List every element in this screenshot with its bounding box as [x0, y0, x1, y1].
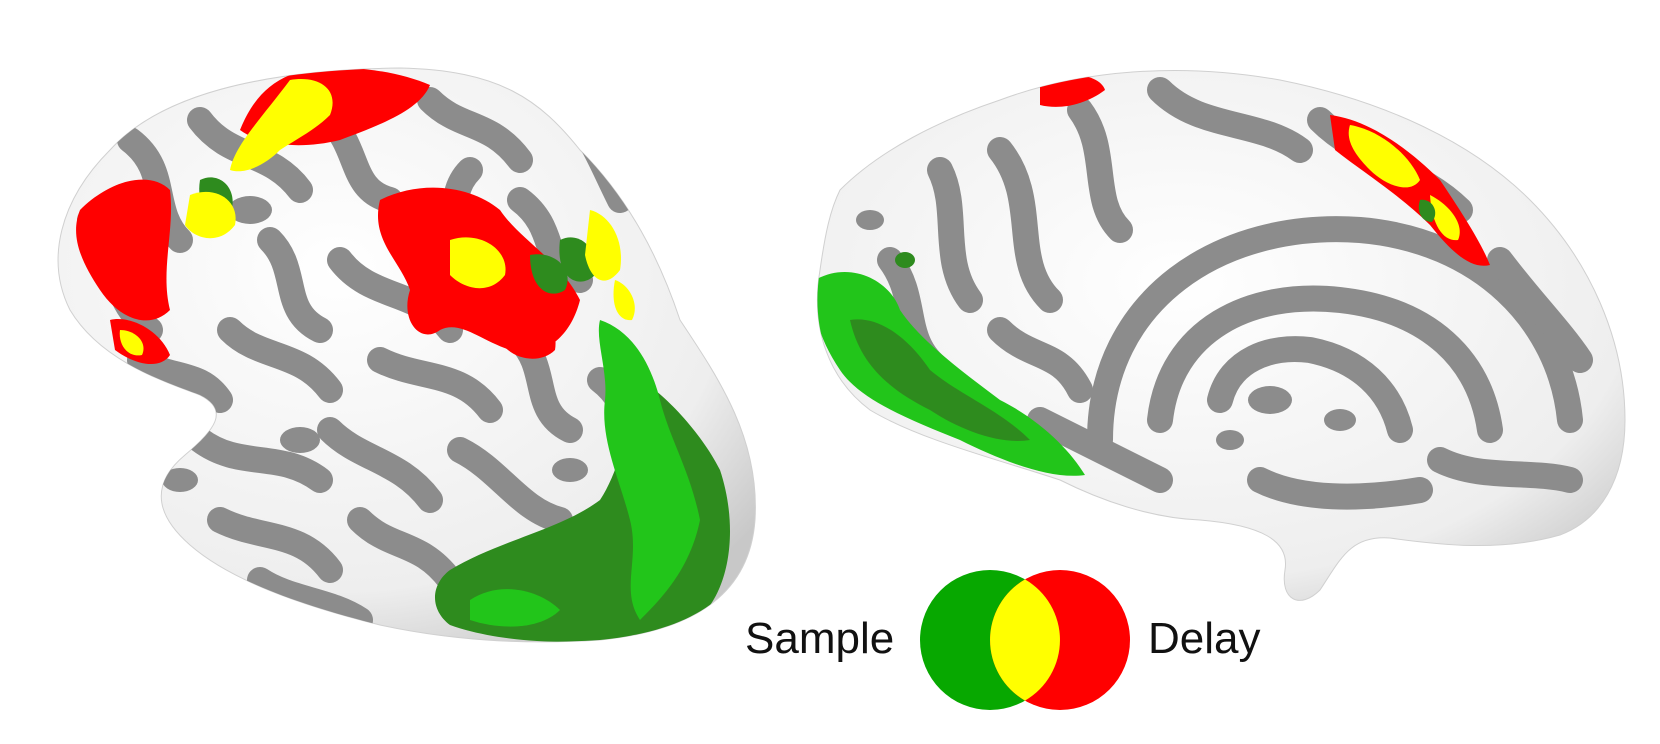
legend-venn: [920, 570, 1130, 710]
medial-overlap-activation: [1348, 125, 1460, 241]
medial-sample-activation: [817, 252, 1085, 476]
legend-sample-label: Sample: [745, 614, 895, 663]
legend-overlap-lens: [990, 579, 1060, 701]
medial-sulci-blobs: [856, 210, 1356, 450]
medial-hemisphere: [816, 69, 1626, 601]
lateral-overlap-activation: [119, 79, 635, 356]
legend-delay-label: Delay: [1148, 614, 1261, 663]
lateral-hemisphere: [57, 67, 756, 643]
